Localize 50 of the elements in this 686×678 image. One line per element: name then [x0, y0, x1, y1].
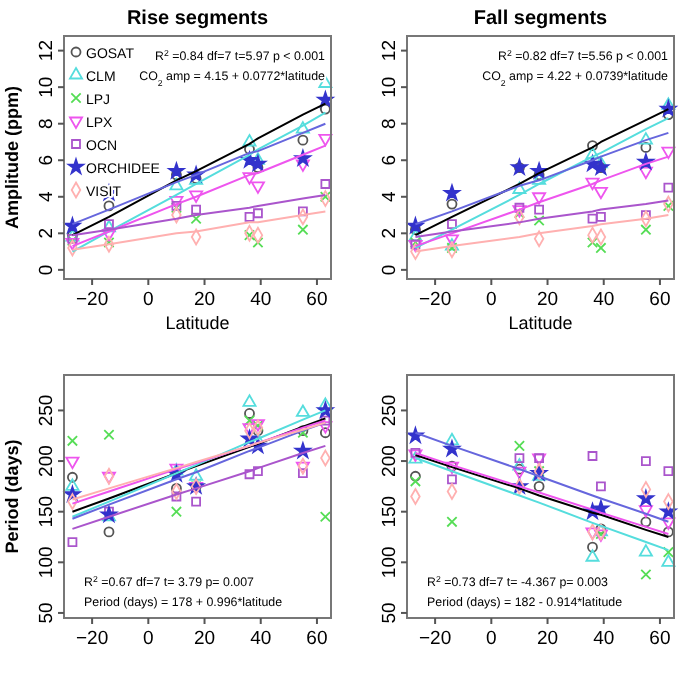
x-tick-label: 40: [593, 628, 615, 650]
y-axis-title: Amplitude (ppm): [2, 86, 22, 229]
y-tick-label: 6: [379, 154, 401, 166]
x-tick-label: 0: [486, 628, 497, 650]
y-tick-label: 2: [379, 228, 401, 239]
y-tick-label: 150: [379, 495, 401, 528]
y-tick-label: 4: [36, 191, 58, 203]
y-tick-label: 10: [379, 76, 401, 98]
x-tick-label: 60: [649, 628, 671, 650]
y-tick-label: 8: [36, 118, 58, 129]
x-tick-label: 20: [193, 289, 216, 311]
y-tick-label: 6: [36, 154, 58, 166]
x-tick-label: 20: [536, 628, 559, 650]
chart-title: Fall segments: [473, 8, 609, 30]
x-tick-label: 0: [143, 628, 154, 650]
chart-title: Rise segments: [126, 8, 269, 30]
x-axis-title: Latitude: [165, 313, 230, 333]
x-tick-label: 40: [593, 289, 615, 311]
y-tick-label: 50: [36, 602, 58, 624]
x-axis-title: Latitude: [508, 313, 573, 333]
x-tick-label: −20: [75, 289, 109, 311]
x-tick-label: 40: [250, 628, 272, 650]
x-tick-label: 0: [143, 289, 154, 311]
y-tick-label: 50: [379, 602, 401, 624]
y-tick-label: 0: [36, 264, 58, 276]
y-tick-label: 12: [379, 40, 401, 62]
y-tick-label: 250: [36, 394, 58, 427]
y-tick-label: 12: [36, 40, 58, 62]
x-tick-label: 20: [536, 289, 559, 311]
y-tick-label: 200: [379, 445, 401, 477]
y-tick-label: 100: [36, 546, 58, 579]
x-tick-label: −20: [418, 628, 452, 650]
y-tick-label: 10: [36, 76, 58, 98]
x-tick-label: 0: [486, 289, 497, 311]
y-axis-title: Period (days): [2, 439, 22, 554]
x-tick-label: 60: [306, 628, 328, 650]
y-tick-label: 8: [379, 118, 401, 129]
y-tick-label: 100: [379, 546, 401, 579]
y-tick-label: 150: [36, 495, 58, 528]
y-tick-label: 200: [36, 445, 58, 477]
x-tick-label: 40: [250, 289, 272, 311]
y-tick-label: 2: [36, 228, 58, 239]
x-tick-label: 60: [649, 289, 671, 311]
x-tick-label: 20: [193, 628, 216, 650]
y-tick-label: 250: [379, 394, 401, 427]
x-tick-label: −20: [418, 289, 452, 311]
x-tick-label: 60: [306, 289, 328, 311]
x-tick-label: −20: [75, 628, 109, 650]
y-tick-label: 0: [379, 264, 401, 276]
y-tick-label: 4: [379, 191, 401, 203]
